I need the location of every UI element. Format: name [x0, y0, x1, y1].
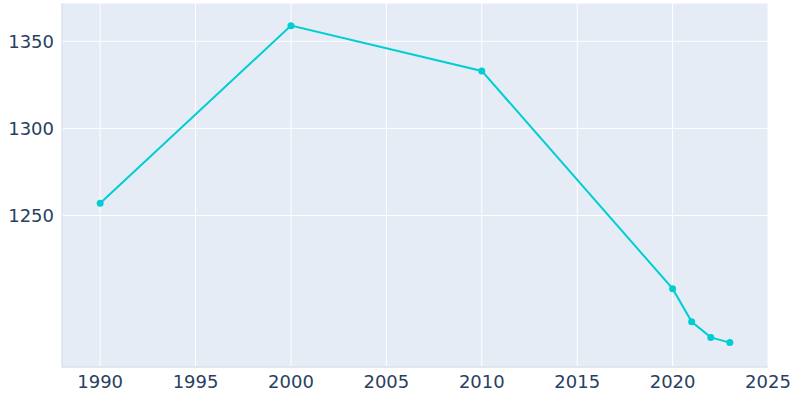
svg-text:2015: 2015 [554, 371, 600, 392]
svg-text:2020: 2020 [650, 371, 696, 392]
svg-text:1990: 1990 [77, 371, 123, 392]
svg-text:2010: 2010 [459, 371, 505, 392]
svg-text:1350: 1350 [8, 31, 54, 52]
svg-text:1250: 1250 [8, 205, 54, 226]
svg-text:2005: 2005 [363, 371, 409, 392]
svg-text:2025: 2025 [745, 371, 791, 392]
svg-text:1300: 1300 [8, 118, 54, 139]
svg-text:2000: 2000 [268, 371, 314, 392]
svg-text:1995: 1995 [173, 371, 219, 392]
